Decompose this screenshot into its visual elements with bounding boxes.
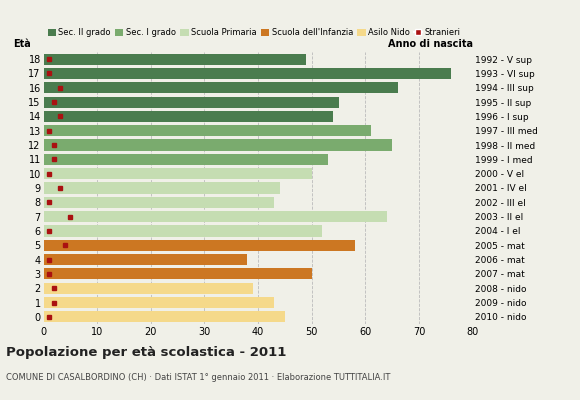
Bar	[44, 182, 280, 194]
Bar	[44, 240, 355, 251]
Bar	[44, 283, 253, 294]
Text: Anno di nascita: Anno di nascita	[387, 39, 473, 49]
Bar	[44, 125, 371, 136]
Text: COMUNE DI CASALBORDINO (CH) · Dati ISTAT 1° gennaio 2011 · Elaborazione TUTTITAL: COMUNE DI CASALBORDINO (CH) · Dati ISTAT…	[6, 373, 390, 382]
Bar	[44, 54, 306, 65]
Bar	[44, 268, 312, 280]
Text: Popolazione per età scolastica - 2011: Popolazione per età scolastica - 2011	[6, 346, 286, 359]
Bar	[44, 297, 274, 308]
Text: Età: Età	[13, 39, 31, 49]
Bar	[44, 225, 322, 236]
Bar	[44, 140, 392, 151]
Bar	[44, 254, 247, 265]
Bar	[44, 168, 312, 179]
Bar	[44, 154, 328, 165]
Bar	[44, 68, 451, 79]
Bar	[44, 82, 398, 93]
Bar	[44, 197, 274, 208]
Bar	[44, 311, 285, 322]
Bar	[44, 111, 333, 122]
Legend: Sec. II grado, Sec. I grado, Scuola Primaria, Scuola dell'Infanzia, Asilo Nido, : Sec. II grado, Sec. I grado, Scuola Prim…	[48, 28, 461, 37]
Bar	[44, 96, 339, 108]
Bar	[44, 211, 387, 222]
